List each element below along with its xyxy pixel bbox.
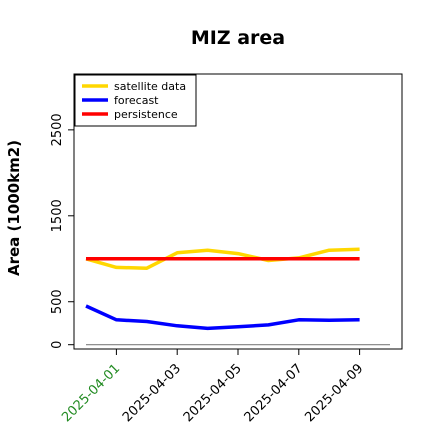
y-axis-label: Area (1000km2)	[5, 140, 23, 276]
series-line-satellite-data	[85, 247, 360, 270]
legend-label: satellite data	[114, 80, 186, 93]
legend-label: forecast	[114, 94, 159, 107]
x-tick-label: 2025-04-05	[181, 361, 245, 425]
y-axis: 0 500 1500 2500	[50, 113, 74, 349]
y-tick-label: 2500	[50, 113, 65, 146]
y-tick-label: 1500	[50, 199, 65, 232]
legend-label: persistence	[114, 108, 178, 121]
series-line-forecast	[85, 304, 360, 331]
x-tick-label: 2025-04-03	[120, 361, 184, 425]
series-layer	[85, 247, 390, 346]
x-axis: 2025-04-012025-04-032025-04-052025-04-07…	[59, 349, 366, 425]
y-tick-label: 0	[50, 341, 65, 349]
x-tick-label: 2025-04-09	[302, 361, 366, 425]
y-tick-label: 500	[50, 289, 65, 314]
x-tick-label: 2025-04-01	[59, 361, 123, 425]
x-tick-label: 2025-04-07	[242, 361, 306, 425]
chart-title: MIZ area	[191, 27, 285, 49]
